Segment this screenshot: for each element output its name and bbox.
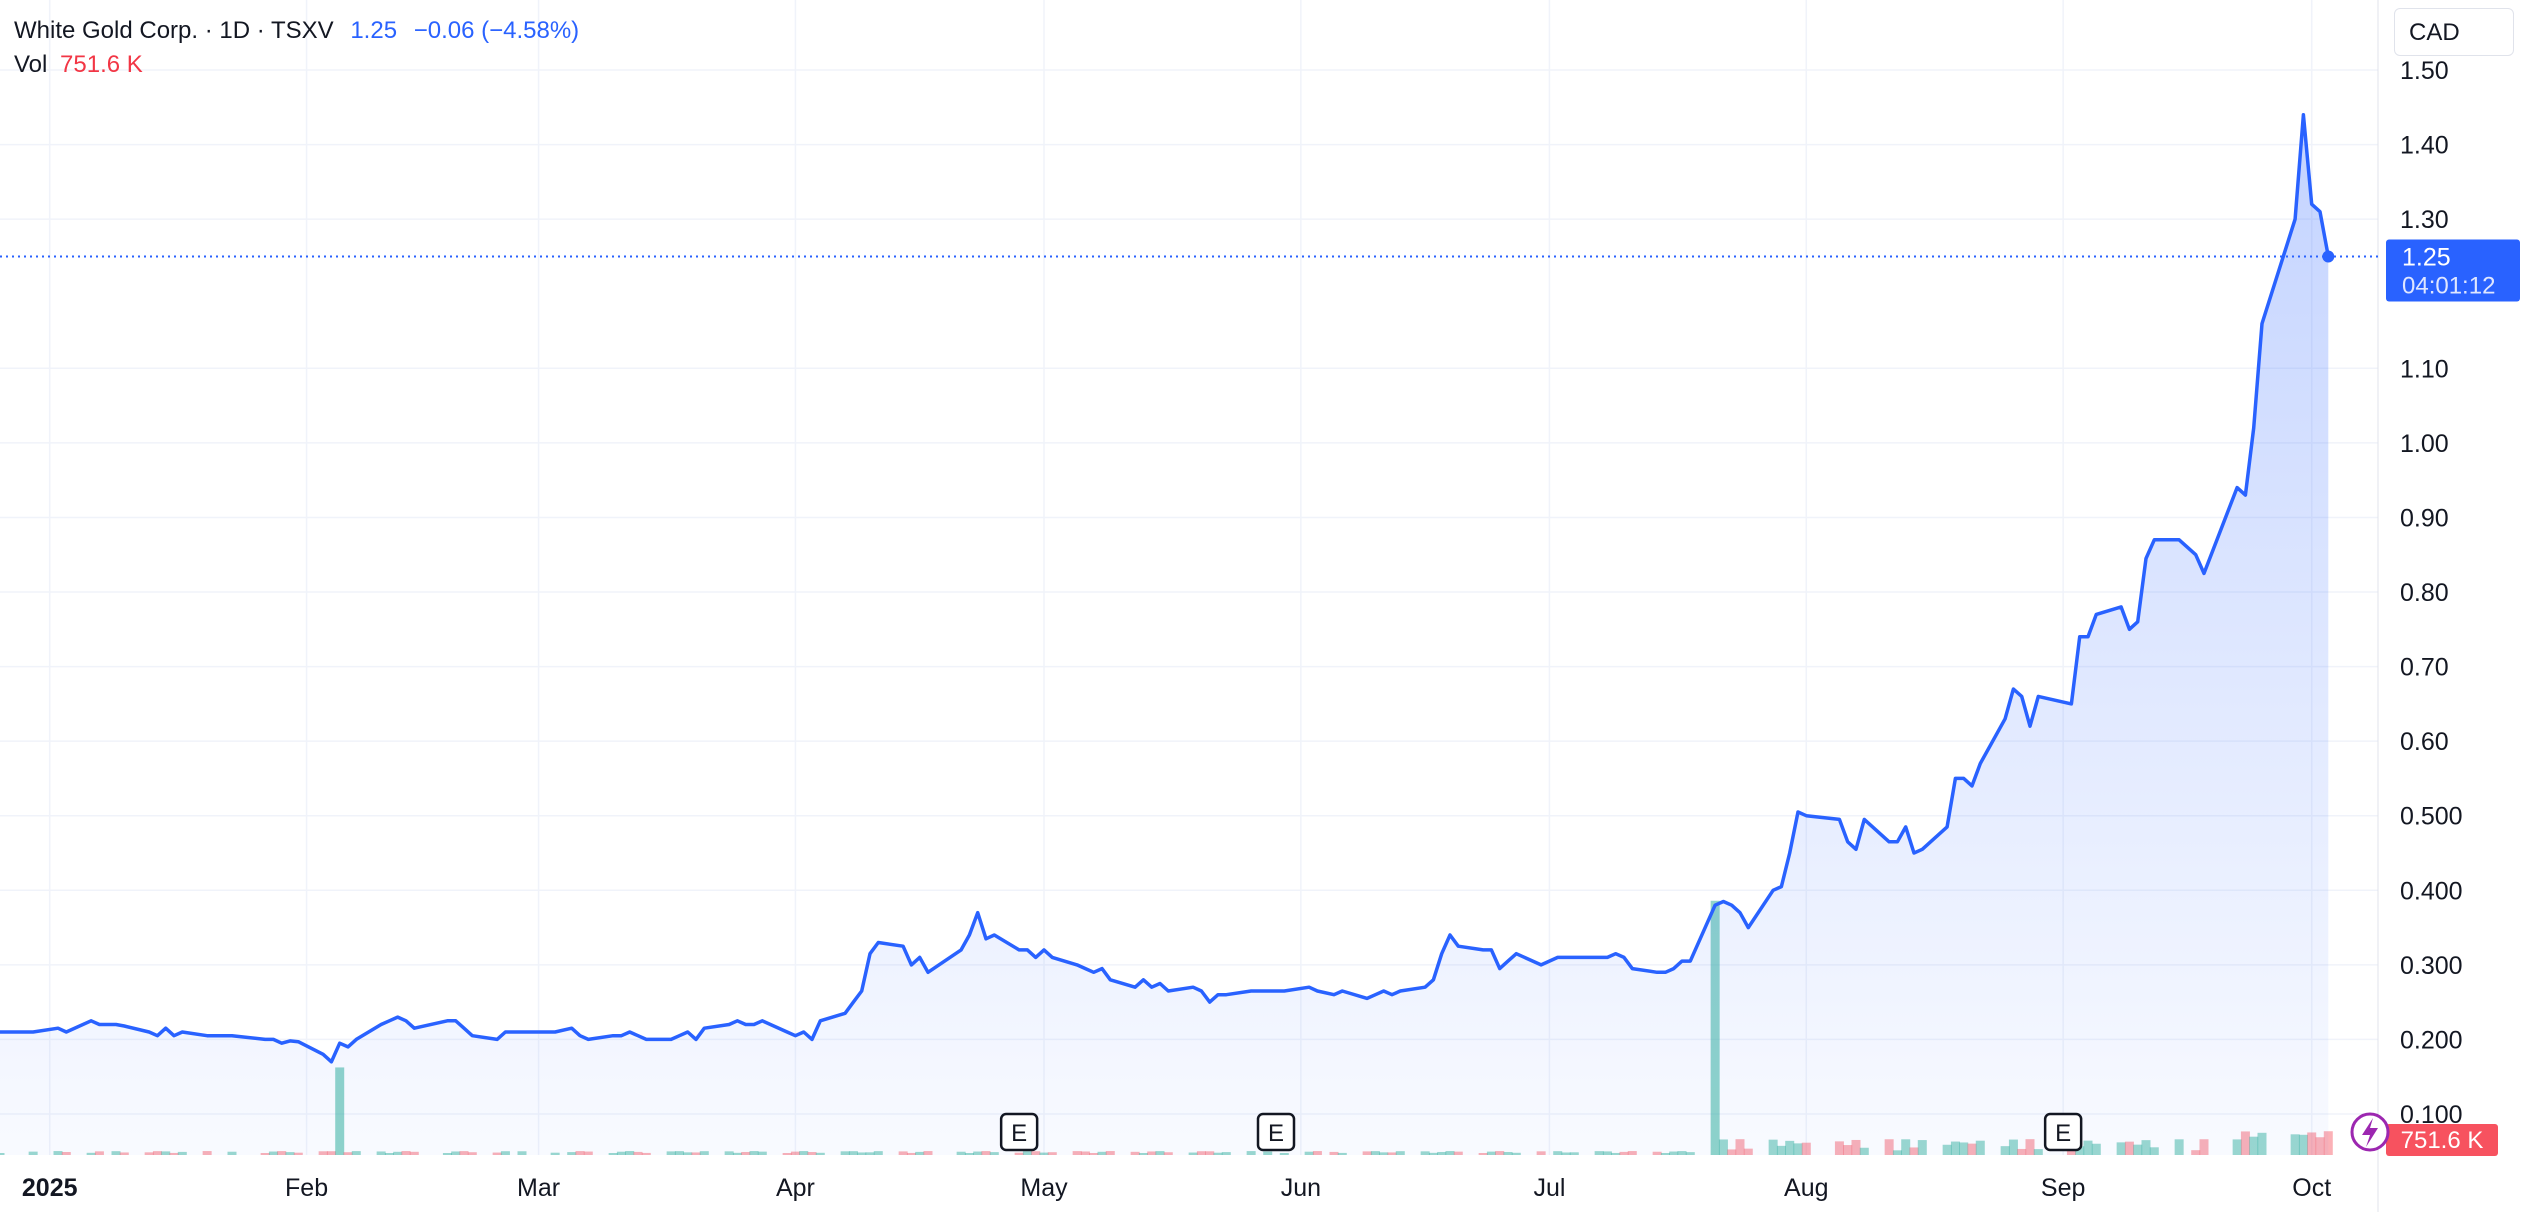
price-tick-label: 0.300 <box>2400 952 2463 980</box>
price-tick-label: 0.400 <box>2400 877 2463 905</box>
price-tick-label: 0.60 <box>2400 728 2449 756</box>
earnings-marker <box>2043 1112 2083 1152</box>
volume-label[interactable]: Vol <box>14 51 48 78</box>
price-tick-label: 0.500 <box>2400 803 2463 831</box>
lightning-icon-bolt <box>2362 1118 2378 1147</box>
currency-button[interactable]: CAD <box>2394 8 2514 56</box>
price-line <box>0 113 2331 1064</box>
time-axis[interactable]: 2025 Feb Mar Apr May Jun Jul Aug Sep Oct <box>22 1174 2331 1202</box>
price-tick-label: 0.90 <box>2400 504 2449 532</box>
price-change-value: −0.06 (−4.58%) <box>413 17 580 44</box>
time-tick-label: Jun <box>1281 1174 1321 1202</box>
last-price-value: 1.25 <box>350 17 398 44</box>
price-tick-label: 1.30 <box>2400 206 2449 234</box>
earnings-marker-label: E <box>1268 1120 1284 1147</box>
earnings-marker-label: E <box>1011 1120 1027 1147</box>
price-area-fill <box>0 114 2329 1155</box>
time-tick-label: May <box>1020 1174 1068 1202</box>
time-tick-label: Oct <box>2292 1174 2331 1202</box>
volume-value: 751.6 K <box>60 51 143 78</box>
earnings-marker-label: E <box>2055 1120 2071 1147</box>
time-tick-label: Sep <box>2041 1174 2085 1202</box>
price-tick-label: 0.80 <box>2400 579 2449 607</box>
price-tick-label: 1.40 <box>2400 132 2449 160</box>
price-tick-label: 1.00 <box>2400 430 2449 458</box>
price-tick-label: 0.70 <box>2400 654 2449 682</box>
lightning-icon[interactable] <box>2350 1112 2390 1152</box>
time-tick-label: Mar <box>517 1174 560 1202</box>
volume-badge <box>2386 1124 2498 1156</box>
time-tick-label: Apr <box>776 1174 815 1202</box>
countdown-badge-value: 04:01:12 <box>2402 272 2495 299</box>
last-price-badge <box>2386 239 2520 302</box>
time-tick-label: Feb <box>285 1174 328 1202</box>
price-tick-label: 0.200 <box>2400 1026 2463 1054</box>
last-price-dot <box>2322 250 2335 263</box>
time-tick-label: Jul <box>1533 1174 1565 1202</box>
time-tick-label: 2025 <box>22 1174 78 1202</box>
earnings-marker <box>999 1112 1039 1152</box>
last-price-badge-value: 1.25 <box>2402 243 2451 271</box>
earnings-marker <box>1256 1112 1296 1152</box>
volume-badge-value: 751.6 K <box>2401 1127 2484 1154</box>
chart-legend: White Gold Corp. · 1D · TSXV 1.25 −0.06 … <box>14 14 579 82</box>
price-tick-label: 1.50 <box>2400 57 2449 85</box>
price-axis[interactable]: 0.1000.2000.3000.4000.5000.600.700.800.9… <box>2400 57 2463 1129</box>
symbol-title[interactable]: White Gold Corp. · 1D · TSXV <box>14 17 334 44</box>
price-tick-label: 1.10 <box>2400 355 2449 383</box>
time-tick-label: Aug <box>1784 1174 1828 1202</box>
price-area <box>0 113 2378 1155</box>
